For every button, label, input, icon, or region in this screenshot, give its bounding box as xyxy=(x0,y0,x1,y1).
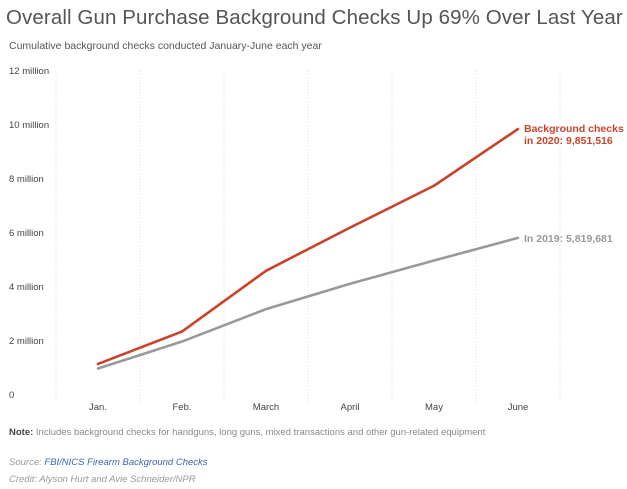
note-text: Includes background checks for handguns,… xyxy=(33,427,486,438)
y-tick-label: 10 million xyxy=(9,120,49,131)
y-tick-label: 8 million xyxy=(9,174,44,185)
chart-title: Overall Gun Purchase Background Checks U… xyxy=(6,6,623,29)
x-tick-label: April xyxy=(340,402,359,413)
series-line-2019 xyxy=(96,236,520,370)
series-line-2020 xyxy=(96,127,520,366)
y-tick-label: 12 million xyxy=(9,66,49,77)
x-axis-ticks: Jan. Feb. March April May June xyxy=(89,402,528,413)
credit-line: Credit: Alyson Hurt and Avie Schneider/N… xyxy=(9,474,196,485)
series-lines xyxy=(96,127,520,370)
footnote: Note: Includes background checks for han… xyxy=(9,427,485,438)
x-tick-label: May xyxy=(425,402,443,413)
source-label: Source: xyxy=(9,457,45,468)
grid-lines xyxy=(55,71,561,403)
y-axis-ticks: 0 2 million 4 million 6 million 8 million 10 … xyxy=(9,66,49,401)
source-line: Source: FBI/NICS Firearm Background Chec… xyxy=(9,457,208,468)
x-tick-label: March xyxy=(253,402,279,413)
source-link[interactable]: FBI/NICS Firearm Background Checks xyxy=(44,457,208,468)
x-tick-label: June xyxy=(508,402,529,413)
y-tick-label: 4 million xyxy=(9,282,44,293)
series-annotation-2020: Background checks xyxy=(524,123,624,135)
series-annotation-2019: In 2019: 5,819,681 xyxy=(524,233,613,245)
note-label: Note: xyxy=(9,427,34,438)
x-tick-label: Feb. xyxy=(172,402,191,413)
series-annotation-2020: in 2020: 9,851,516 xyxy=(524,135,613,147)
line-chart: 0 2 million 4 million 6 million 8 million 10 … xyxy=(9,66,624,413)
y-tick-label: 0 xyxy=(9,390,14,401)
y-tick-label: 6 million xyxy=(9,228,44,239)
y-tick-label: 2 million xyxy=(9,336,44,347)
chart-subtitle: Cumulative background checks conducted J… xyxy=(9,40,322,52)
x-tick-label: Jan. xyxy=(89,402,107,413)
